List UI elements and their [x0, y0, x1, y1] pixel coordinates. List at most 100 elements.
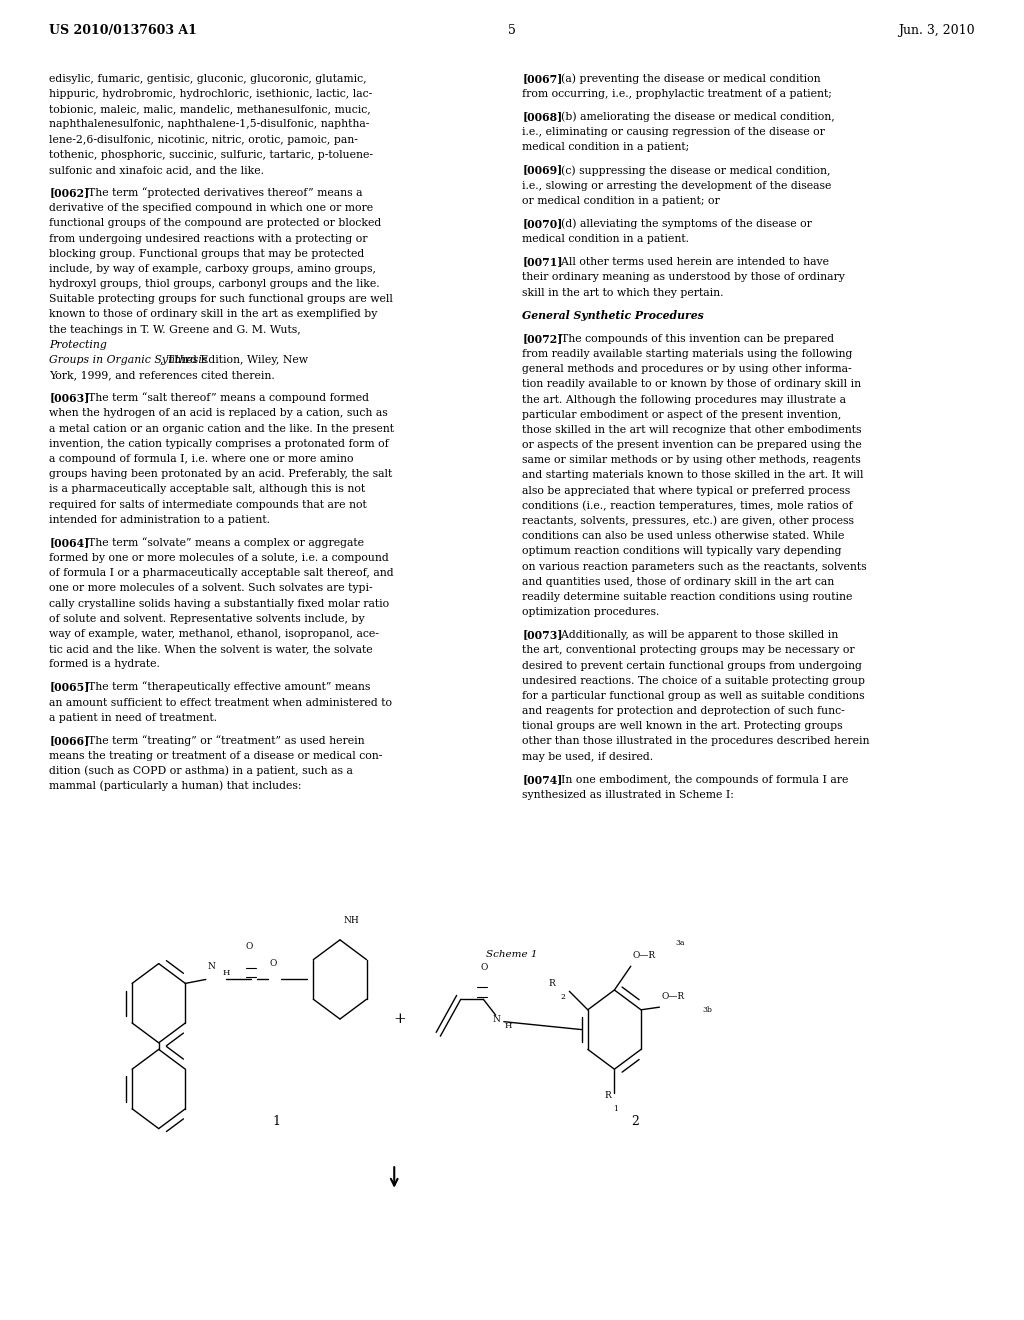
Text: a compound of formula I, i.e. where one or more amino: a compound of formula I, i.e. where one …: [49, 454, 353, 465]
Text: R: R: [549, 979, 556, 989]
Text: and reagents for protection and deprotection of such func-: and reagents for protection and deprotec…: [522, 706, 845, 717]
Text: and quantities used, those of ordinary skill in the art can: and quantities used, those of ordinary s…: [522, 577, 835, 587]
Text: of formula I or a pharmaceutically acceptable salt thereof, and: of formula I or a pharmaceutically accep…: [49, 568, 394, 578]
Text: York, 1999, and references cited therein.: York, 1999, and references cited therein…: [49, 370, 274, 380]
Text: on various reaction parameters such as the reactants, solvents: on various reaction parameters such as t…: [522, 561, 867, 572]
Text: general methods and procedures or by using other informa-: general methods and procedures or by usi…: [522, 364, 852, 375]
Text: 2: 2: [560, 993, 565, 1002]
Text: from undergoing undesired reactions with a protecting or: from undergoing undesired reactions with…: [49, 234, 368, 244]
Text: O: O: [480, 964, 487, 973]
Text: [0068]: [0068]: [522, 111, 562, 123]
Text: one or more molecules of a solvent. Such solvates are typi-: one or more molecules of a solvent. Such…: [49, 583, 373, 594]
Text: Groups in Organic Synthesis: Groups in Organic Synthesis: [49, 355, 208, 366]
Text: reactants, solvents, pressures, etc.) are given, other process: reactants, solvents, pressures, etc.) ar…: [522, 516, 854, 527]
Text: tional groups are well known in the art. Protecting groups: tional groups are well known in the art.…: [522, 721, 843, 731]
Text: [0063]: [0063]: [49, 392, 89, 404]
Text: hippuric, hydrobromic, hydrochloric, isethionic, lactic, lac-: hippuric, hydrobromic, hydrochloric, ise…: [49, 88, 373, 99]
Text: those skilled in the art will recognize that other embodiments: those skilled in the art will recognize …: [522, 425, 862, 436]
Text: hydroxyl groups, thiol groups, carbonyl groups and the like.: hydroxyl groups, thiol groups, carbonyl …: [49, 279, 380, 289]
Text: edisylic, fumaric, gentisic, gluconic, glucoronic, glutamic,: edisylic, fumaric, gentisic, gluconic, g…: [49, 74, 367, 84]
Text: tion readily available to or known by those of ordinary skill in: tion readily available to or known by th…: [522, 379, 861, 389]
Text: Additionally, as will be apparent to those skilled in: Additionally, as will be apparent to tho…: [554, 630, 839, 640]
Text: groups having been protonated by an acid. Preferably, the salt: groups having been protonated by an acid…: [49, 469, 392, 479]
Text: The compounds of this invention can be prepared: The compounds of this invention can be p…: [554, 334, 835, 345]
Text: [0065]: [0065]: [49, 681, 89, 693]
Text: R: R: [604, 1092, 611, 1101]
Text: tic acid and the like. When the solvent is water, the solvate: tic acid and the like. When the solvent …: [49, 644, 373, 655]
Text: (c) suppressing the disease or medical condition,: (c) suppressing the disease or medical c…: [554, 165, 830, 176]
Text: formed by one or more molecules of a solute, i.e. a compound: formed by one or more molecules of a sol…: [49, 553, 389, 564]
Text: or aspects of the present invention can be prepared using the: or aspects of the present invention can …: [522, 440, 862, 450]
Text: optimum reaction conditions will typically vary depending: optimum reaction conditions will typical…: [522, 546, 842, 557]
Text: [0073]: [0073]: [522, 630, 563, 640]
Text: when the hydrogen of an acid is replaced by a cation, such as: when the hydrogen of an acid is replaced…: [49, 408, 388, 418]
Text: conditions can also be used unless otherwise stated. While: conditions can also be used unless other…: [522, 531, 845, 541]
Text: sulfonic and xinafoic acid, and the like.: sulfonic and xinafoic acid, and the like…: [49, 165, 264, 176]
Text: , Third Edition, Wiley, New: , Third Edition, Wiley, New: [160, 355, 308, 366]
Text: i.e., slowing or arresting the development of the disease: i.e., slowing or arresting the developme…: [522, 181, 831, 191]
Text: [0064]: [0064]: [49, 537, 89, 548]
Text: derivative of the specified compound in which one or more: derivative of the specified compound in …: [49, 203, 374, 214]
Text: dition (such as COPD or asthma) in a patient, such as a: dition (such as COPD or asthma) in a pat…: [49, 766, 353, 776]
Text: way of example, water, methanol, ethanol, isopropanol, ace-: way of example, water, methanol, ethanol…: [49, 628, 379, 639]
Text: 5: 5: [508, 24, 516, 37]
Text: include, by way of example, carboxy groups, amino groups,: include, by way of example, carboxy grou…: [49, 264, 376, 275]
Text: N: N: [493, 1015, 501, 1024]
Text: formed is a hydrate.: formed is a hydrate.: [49, 659, 160, 669]
Text: i.e., eliminating or causing regression of the disease or: i.e., eliminating or causing regression …: [522, 127, 825, 137]
Text: may be used, if desired.: may be used, if desired.: [522, 751, 653, 762]
Text: [0069]: [0069]: [522, 165, 562, 176]
Text: their ordinary meaning as understood by those of ordinary: their ordinary meaning as understood by …: [522, 272, 845, 282]
Text: (b) ameliorating the disease or medical condition,: (b) ameliorating the disease or medical …: [554, 112, 835, 123]
Text: H: H: [505, 1022, 512, 1031]
Text: for a particular functional group as well as suitable conditions: for a particular functional group as wel…: [522, 690, 865, 701]
Text: conditions (i.e., reaction temperatures, times, mole ratios of: conditions (i.e., reaction temperatures,…: [522, 500, 853, 511]
Text: 3a: 3a: [676, 939, 685, 948]
Text: (d) alleviating the symptoms of the disease or: (d) alleviating the symptoms of the dise…: [554, 219, 812, 230]
Text: 3b: 3b: [702, 1006, 713, 1015]
Text: O: O: [269, 960, 276, 969]
Text: synthesized as illustrated in Scheme I:: synthesized as illustrated in Scheme I:: [522, 789, 734, 800]
Text: The term “solvate” means a complex or aggregate: The term “solvate” means a complex or ag…: [81, 537, 365, 548]
Text: [0067]: [0067]: [522, 73, 562, 84]
Text: In one embodiment, the compounds of formula I are: In one embodiment, the compounds of form…: [554, 775, 849, 785]
Text: All other terms used herein are intended to have: All other terms used herein are intended…: [554, 257, 829, 268]
Text: the art, conventional protecting groups may be necessary or: the art, conventional protecting groups …: [522, 645, 855, 656]
Text: O: O: [246, 942, 253, 952]
Text: NH: NH: [343, 916, 358, 925]
Text: The term “therapeutically effective amount” means: The term “therapeutically effective amou…: [81, 681, 371, 693]
Text: [0070]: [0070]: [522, 218, 562, 230]
Text: the teachings in T. W. Greene and G. M. Wuts,: the teachings in T. W. Greene and G. M. …: [49, 325, 304, 335]
Text: +: +: [393, 1012, 406, 1026]
Text: is a pharmaceutically acceptable salt, although this is not: is a pharmaceutically acceptable salt, a…: [49, 484, 366, 495]
Text: other than those illustrated in the procedures described herein: other than those illustrated in the proc…: [522, 737, 869, 747]
Text: The term “protected derivatives thereof” means a: The term “protected derivatives thereof”…: [81, 187, 362, 198]
Text: particular embodiment or aspect of the present invention,: particular embodiment or aspect of the p…: [522, 409, 842, 420]
Text: from readily available starting materials using the following: from readily available starting material…: [522, 348, 853, 359]
Text: invention, the cation typically comprises a protonated form of: invention, the cation typically comprise…: [49, 438, 389, 449]
Text: tobionic, maleic, malic, mandelic, methanesulfonic, mucic,: tobionic, maleic, malic, mandelic, metha…: [49, 104, 371, 115]
Text: optimization procedures.: optimization procedures.: [522, 607, 659, 618]
Text: [0074]: [0074]: [522, 774, 562, 785]
Text: Scheme 1: Scheme 1: [486, 950, 538, 960]
Text: of solute and solvent. Representative solvents include, by: of solute and solvent. Representative so…: [49, 614, 365, 624]
Text: O—R: O—R: [633, 952, 656, 961]
Text: means the treating or treatment of a disease or medical con-: means the treating or treatment of a dis…: [49, 751, 383, 762]
Text: Protecting: Protecting: [49, 339, 108, 350]
Text: 1: 1: [272, 1114, 281, 1127]
Text: [0071]: [0071]: [522, 256, 563, 268]
Text: US 2010/0137603 A1: US 2010/0137603 A1: [49, 24, 197, 37]
Text: from occurring, i.e., prophylactic treatment of a patient;: from occurring, i.e., prophylactic treat…: [522, 88, 833, 99]
Text: mammal (particularly a human) that includes:: mammal (particularly a human) that inclu…: [49, 781, 302, 792]
Text: a patient in need of treatment.: a patient in need of treatment.: [49, 713, 217, 723]
Text: The term “treating” or “treatment” as used herein: The term “treating” or “treatment” as us…: [81, 735, 365, 746]
Text: [0062]: [0062]: [49, 187, 89, 198]
Text: 2: 2: [631, 1114, 639, 1127]
Text: (a) preventing the disease or medical condition: (a) preventing the disease or medical co…: [554, 74, 821, 84]
Text: General Synthetic Procedures: General Synthetic Procedures: [522, 310, 703, 321]
Text: and starting materials known to those skilled in the art. It will: and starting materials known to those sk…: [522, 470, 863, 480]
Text: Jun. 3, 2010: Jun. 3, 2010: [898, 24, 975, 37]
Text: Suitable protecting groups for such functional groups are well: Suitable protecting groups for such func…: [49, 294, 393, 305]
Text: an amount sufficient to effect treatment when administered to: an amount sufficient to effect treatment…: [49, 697, 392, 708]
Text: tothenic, phosphoric, succinic, sulfuric, tartaric, p-toluene-: tothenic, phosphoric, succinic, sulfuric…: [49, 149, 373, 160]
